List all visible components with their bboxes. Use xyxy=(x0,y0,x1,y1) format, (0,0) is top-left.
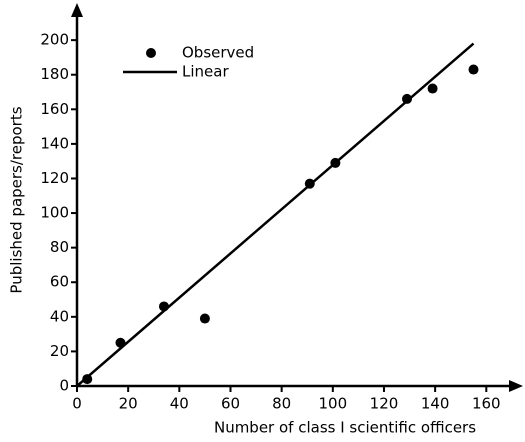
x-tick-label: 20 xyxy=(119,395,138,413)
fit-line xyxy=(76,42,475,387)
y-arrow xyxy=(71,3,83,17)
x-tick-label: 60 xyxy=(221,395,240,413)
data-point xyxy=(468,64,479,75)
data-point xyxy=(199,313,210,324)
y-axis-label: Published papers/reports xyxy=(8,106,26,293)
y-tick-label: 100 xyxy=(40,204,69,222)
y-tick-label: 160 xyxy=(40,100,69,118)
x-tick-label: 100 xyxy=(318,395,347,413)
y-tick-label: 140 xyxy=(40,134,69,152)
legend-label: Observed xyxy=(182,44,254,62)
y-tick-label: 200 xyxy=(40,31,69,49)
y-tick-label: 20 xyxy=(50,342,69,360)
data-point xyxy=(402,93,412,104)
y-tick-label: 120 xyxy=(40,169,69,187)
x-tick-label: 0 xyxy=(72,395,82,413)
y-tick-label: 80 xyxy=(50,238,69,256)
x-tick-label: 120 xyxy=(370,395,399,413)
y-tick-label: 60 xyxy=(50,273,69,291)
legend-label: Linear xyxy=(182,63,229,81)
y-tick-label: 40 xyxy=(50,307,69,325)
y-tick-label: 0 xyxy=(59,377,69,395)
x-tick-label: 140 xyxy=(421,395,450,413)
x-tick-label: 40 xyxy=(170,395,189,413)
x-tick-label: 160 xyxy=(472,395,501,413)
legend-marker xyxy=(146,48,156,58)
x-tick-label: 80 xyxy=(272,395,291,413)
y-tick-label: 180 xyxy=(40,65,69,83)
x-arrow xyxy=(509,380,523,392)
data-point xyxy=(427,83,438,94)
x-axis-label: Number of class I scientific officers xyxy=(214,419,476,437)
